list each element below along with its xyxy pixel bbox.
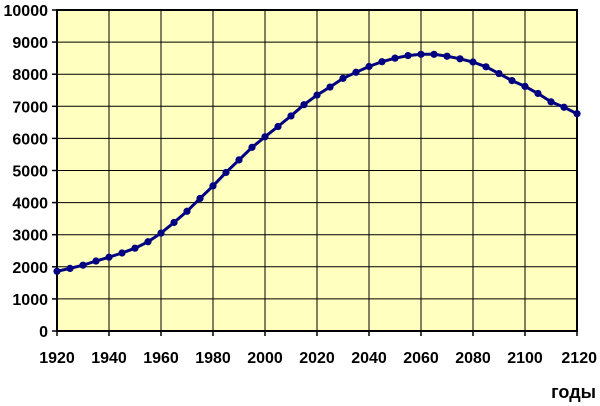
data-point	[170, 218, 178, 227]
data-point	[430, 50, 438, 58]
y-tick-label: 2000	[12, 260, 48, 277]
y-tick-label: 10000	[4, 3, 49, 20]
y-axis-ticks: 0 1000 2000 3000 4000 5000 6000 7000 8000 9000 100…	[4, 3, 57, 341]
data-point	[365, 62, 373, 71]
y-tick-label: 9000	[12, 35, 48, 52]
data-point	[456, 55, 464, 63]
data-point	[352, 68, 360, 76]
data-point	[339, 74, 347, 82]
data-point	[157, 229, 165, 237]
grid-lines	[57, 10, 577, 331]
data-point	[196, 194, 204, 203]
x-tick-label: 2060	[403, 350, 439, 367]
data-point	[326, 83, 334, 91]
x-tick-label: 1920	[39, 350, 75, 367]
x-tick-label: 2100	[507, 350, 543, 367]
x-axis-label: годы	[551, 382, 596, 402]
data-point	[573, 110, 581, 118]
data-point	[79, 261, 87, 269]
data-point	[274, 122, 282, 131]
x-tick-label: 1940	[91, 350, 127, 367]
data-point	[378, 58, 386, 66]
data-point	[105, 253, 113, 261]
data-point	[131, 244, 139, 252]
data-point	[300, 101, 308, 109]
y-tick-label: 5000	[12, 164, 48, 181]
data-point	[391, 54, 399, 62]
x-axis-ticks: 1920 1940 1960 1980 2000 2020 2040 2060 2080 2100…	[39, 331, 597, 367]
x-tick-label: 2040	[351, 350, 387, 367]
x-tick-label: 1960	[143, 350, 179, 367]
y-tick-label: 7000	[12, 99, 48, 116]
x-tick-label: 1980	[195, 350, 231, 367]
data-point	[287, 112, 295, 120]
y-tick-label: 4000	[12, 196, 48, 213]
y-tick-label: 8000	[12, 67, 48, 84]
y-tick-label: 1000	[12, 292, 48, 309]
data-point	[560, 103, 568, 111]
data-point	[508, 77, 516, 85]
x-tick-label: 2080	[455, 350, 491, 367]
data-point	[209, 182, 217, 190]
data-point	[235, 156, 243, 164]
data-point	[144, 238, 152, 246]
data-point	[495, 69, 503, 78]
y-tick-label: 0	[39, 324, 48, 341]
data-point	[482, 63, 490, 71]
x-tick-label: 2120	[561, 350, 597, 367]
data-point	[443, 52, 451, 60]
data-point	[183, 207, 191, 215]
data-point	[534, 89, 542, 98]
data-point	[404, 51, 412, 60]
data-point	[53, 267, 61, 275]
data-point	[469, 58, 477, 66]
y-tick-label: 3000	[12, 228, 48, 245]
data-point	[417, 50, 425, 58]
data-point	[521, 82, 529, 90]
series-markers	[53, 50, 581, 275]
data-point	[313, 91, 321, 99]
data-point	[547, 98, 555, 106]
data-point	[66, 264, 74, 273]
x-tick-label: 2020	[299, 350, 335, 367]
y-tick-label: 6000	[12, 131, 48, 148]
data-point	[222, 168, 230, 177]
data-point	[261, 133, 269, 141]
data-point	[118, 249, 126, 257]
x-tick-label: 2000	[247, 350, 283, 367]
data-point	[248, 143, 256, 151]
data-point	[92, 257, 100, 265]
